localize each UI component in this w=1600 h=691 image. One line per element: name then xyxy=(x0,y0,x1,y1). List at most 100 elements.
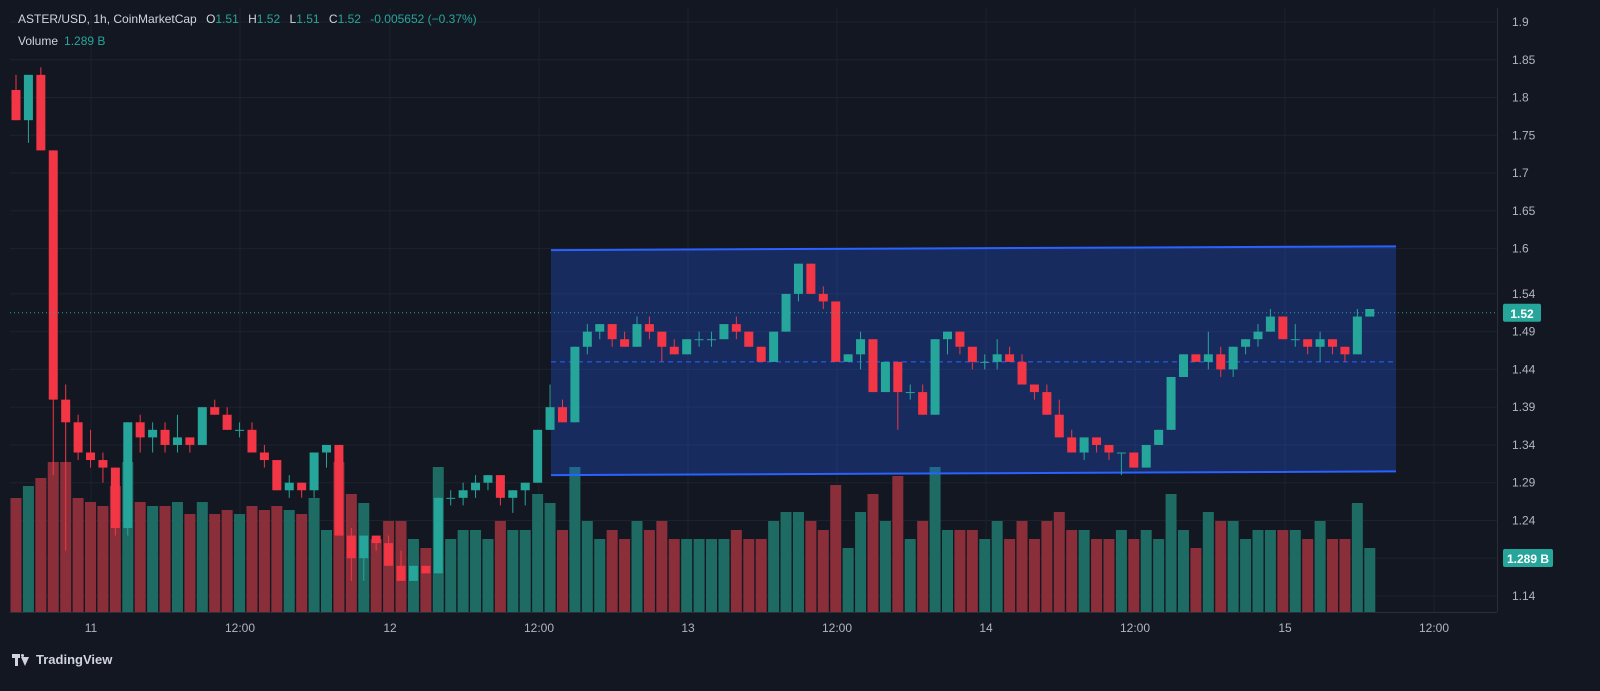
volume-bar xyxy=(420,548,432,612)
candle-body xyxy=(322,444,331,453)
candle-body xyxy=(86,452,96,461)
volume-bar xyxy=(109,486,121,612)
volume-bar xyxy=(606,530,618,612)
candle-body xyxy=(1228,346,1238,370)
candle-body xyxy=(247,429,257,453)
volume-bar xyxy=(656,521,668,612)
candle-body xyxy=(185,437,195,445)
close-value: 1.52 xyxy=(337,12,361,26)
volume-bar xyxy=(1215,521,1227,612)
candle-body xyxy=(11,89,21,121)
volume-bar xyxy=(1327,539,1339,612)
candle-body xyxy=(483,475,493,483)
y-tick-label: 1.7 xyxy=(1512,166,1529,180)
volume-bar xyxy=(1066,530,1078,612)
volume-bar xyxy=(594,539,606,612)
volume-bar xyxy=(1028,539,1040,612)
tradingview-wordmark: TradingView xyxy=(36,652,113,667)
y-tick-label: 1.65 xyxy=(1512,204,1536,218)
volume-bar xyxy=(184,514,196,612)
candle-body xyxy=(1340,346,1350,355)
volume-bar xyxy=(457,530,469,612)
volume-bar xyxy=(35,478,47,612)
y-tick-label: 1.39 xyxy=(1512,400,1536,414)
volume-bar xyxy=(867,494,879,612)
candle-body xyxy=(160,429,170,445)
candle-body xyxy=(1290,339,1300,341)
candle-body xyxy=(1203,354,1213,362)
candle-body xyxy=(172,437,182,445)
y-tick-label: 1.75 xyxy=(1512,128,1536,142)
candle-body xyxy=(73,422,83,453)
volume-bar xyxy=(1016,521,1028,612)
candle-body xyxy=(545,407,555,430)
candle-body xyxy=(471,482,481,491)
candle-body xyxy=(632,324,642,347)
volume-bar xyxy=(1078,530,1090,612)
candle-body xyxy=(371,535,381,544)
candle-body xyxy=(1365,309,1375,317)
volume-value: 1.289 B xyxy=(64,34,106,48)
candle-body xyxy=(967,346,977,362)
candle-body xyxy=(1017,361,1027,385)
volume-bar xyxy=(1351,503,1363,612)
candle-body xyxy=(1079,437,1089,453)
volume-bar xyxy=(1190,548,1202,612)
tradingview-icon xyxy=(12,653,30,666)
candle-body xyxy=(1092,437,1102,445)
candle-body xyxy=(669,346,679,355)
candle-body xyxy=(1116,452,1126,454)
volume-bar xyxy=(1153,539,1165,612)
volume-bar xyxy=(904,539,916,612)
candle-body xyxy=(421,565,431,574)
x-tick-label: 12:00 xyxy=(225,621,255,635)
volume-bar xyxy=(234,514,246,612)
candle-body xyxy=(719,324,729,340)
candle-body xyxy=(1303,339,1313,347)
volume-bar xyxy=(1103,539,1115,612)
candle-body xyxy=(620,339,630,347)
open-value: 1.51 xyxy=(215,12,239,26)
candle-body xyxy=(61,399,71,423)
candle-body xyxy=(259,452,269,461)
volume-bar xyxy=(1277,530,1289,612)
candle-body xyxy=(595,324,605,332)
volume-bar xyxy=(1240,539,1252,612)
y-tick-label: 1.6 xyxy=(1512,242,1529,256)
volume-bar xyxy=(917,521,929,612)
candle-body xyxy=(1241,339,1251,347)
tradingview-logo[interactable]: TradingView xyxy=(12,652,112,667)
candle-body xyxy=(756,346,766,362)
volume-bar xyxy=(482,539,494,612)
volume-bar xyxy=(879,521,891,612)
candle-body xyxy=(272,460,282,491)
volume-bar xyxy=(556,530,568,612)
candle-body xyxy=(1054,414,1064,438)
volume-bar xyxy=(817,530,829,612)
candle-body xyxy=(843,354,853,362)
volume-bar xyxy=(830,485,842,612)
volume-bar xyxy=(10,498,22,612)
volume-bar xyxy=(97,506,109,612)
channel-upper-line xyxy=(550,245,1397,252)
volume-bar xyxy=(246,506,258,612)
volume-bar xyxy=(221,510,233,612)
axes: 1.9 1.85 1.8 1.75 1.7 1.65 1.6 1.54 1.49 1.44 1.39… xyxy=(10,8,1536,635)
candle-body xyxy=(23,74,33,121)
high-value: 1.52 xyxy=(256,12,281,26)
candle-body xyxy=(657,331,667,347)
x-tick-label: 12:00 xyxy=(524,621,554,635)
volume-bar xyxy=(134,502,146,612)
volume-bar xyxy=(1252,530,1264,612)
candle-body xyxy=(707,339,717,341)
volume-bar xyxy=(693,539,705,612)
volume-bar xyxy=(730,530,742,612)
low-label: L xyxy=(289,12,297,26)
volume-legend: Volume 1.289 B xyxy=(18,34,105,48)
last-price-label: 1.52 xyxy=(1510,307,1534,321)
candle-body xyxy=(1104,444,1114,453)
candle-body xyxy=(557,407,567,423)
volume-bar xyxy=(1177,530,1189,612)
price-labels: 1.52 1.289 B xyxy=(10,303,1553,567)
